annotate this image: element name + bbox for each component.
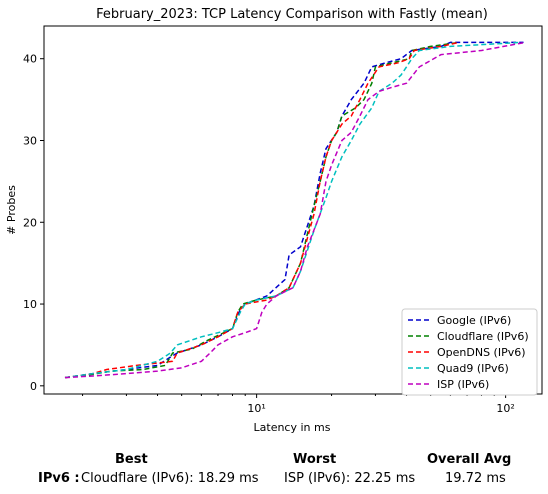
worst-value: ISP (IPv6): 22.25 ms xyxy=(284,471,416,486)
x-axis-ticks: 10¹ 10² xyxy=(82,394,515,415)
latency-chart: February_2023: TCP Latency Comparison wi… xyxy=(5,7,543,434)
x-tick-label: 10² xyxy=(496,402,514,415)
summary-table: Best Worst Overall Avg IPv6 : Cloudflare… xyxy=(0,450,548,494)
x-tick-label: 10¹ xyxy=(247,402,265,415)
worst-header: Worst xyxy=(293,452,337,467)
series-lines xyxy=(64,41,526,379)
legend-entry: Quad9 (IPv6) xyxy=(437,362,509,375)
y-tick-label: 40 xyxy=(23,53,37,66)
series-line-2 xyxy=(64,41,460,379)
legend-entry: Google (IPv6) xyxy=(437,314,511,327)
series-line-4 xyxy=(64,41,526,379)
legend-entry: OpenDNS (IPv6) xyxy=(437,346,526,359)
y-tick-label: 0 xyxy=(30,380,37,393)
series-line-0 xyxy=(64,41,524,379)
y-tick-label: 20 xyxy=(23,216,37,229)
series-line-3 xyxy=(64,41,521,379)
plot-area xyxy=(43,25,543,395)
y-axis-label: # Probes xyxy=(5,185,18,235)
legend-entry: Cloudflare (IPv6) xyxy=(437,330,529,343)
y-axis-ticks: 0 10 20 30 40 xyxy=(23,53,44,393)
best-value: Cloudflare (IPv6): 18.29 ms xyxy=(81,471,259,486)
legend-entry: ISP (IPv6) xyxy=(437,378,489,391)
y-tick-label: 10 xyxy=(23,298,37,311)
y-tick-label: 30 xyxy=(23,134,37,147)
legend-box xyxy=(401,308,538,396)
series-line-1 xyxy=(64,41,460,379)
chart-title: February_2023: TCP Latency Comparison wi… xyxy=(96,7,488,22)
ipv6-row-label: IPv6 : xyxy=(38,471,80,486)
best-header: Best xyxy=(115,452,148,467)
x-axis-label: Latency in ms xyxy=(254,421,331,434)
overall-avg-value: 19.72 ms xyxy=(445,471,506,486)
legend: Google (IPv6) Cloudflare (IPv6) OpenDNS (I… xyxy=(401,308,538,396)
overall-avg-header: Overall Avg xyxy=(427,452,512,467)
